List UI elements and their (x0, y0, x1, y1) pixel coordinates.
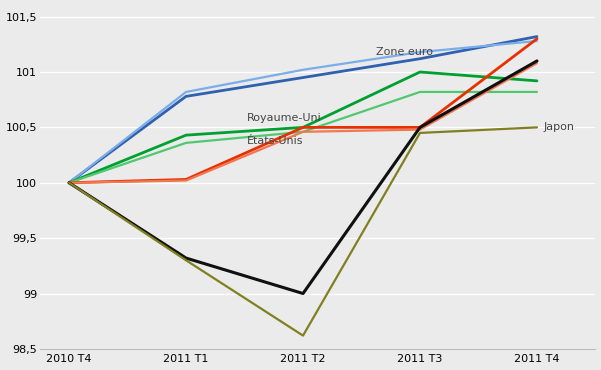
Text: Royaume-Uni: Royaume-Uni (247, 113, 322, 123)
Text: Zone euro: Zone euro (376, 47, 433, 57)
Text: États-Unis: États-Unis (247, 136, 304, 146)
Text: Japon: Japon (544, 122, 575, 132)
